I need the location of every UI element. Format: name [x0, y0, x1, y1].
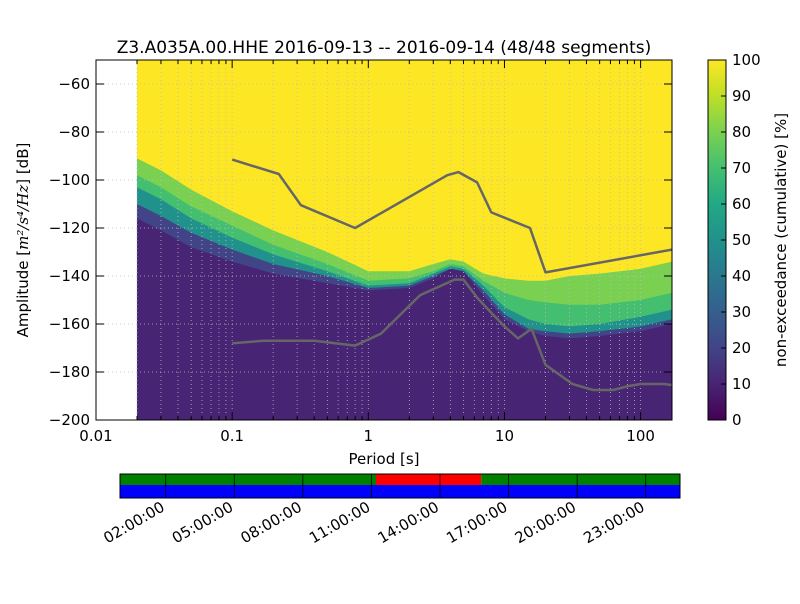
- x-tick-label: 100: [626, 427, 655, 445]
- timeline-segment-top: [376, 474, 482, 485]
- x-axis-label: Period [s]: [348, 450, 419, 468]
- timeline-bars: [120, 474, 680, 498]
- timeline-tick-label: 11:00:00: [306, 498, 373, 547]
- y-tick-label: −160: [49, 315, 90, 333]
- timeline-segment-bottom: [120, 485, 680, 498]
- colorbar-tick-label: 20: [732, 339, 751, 357]
- chart-title: Z3.A035A.00.HHE 2016-09-13 -- 2016-09-14…: [117, 38, 652, 58]
- colorbar-tick-label: 10: [732, 375, 751, 393]
- colorbar-tick-label: 30: [732, 303, 751, 321]
- plot-frame: [95, 59, 673, 421]
- x-tick-label: 0.1: [220, 427, 244, 445]
- x-tick-label: 0.01: [79, 427, 112, 445]
- x-axis-ticks: 0.01 0.1 1 10 100: [79, 60, 655, 445]
- colorbar-label: non-exceedance (cumulative) [%]: [772, 113, 790, 367]
- colorbar-ticks: 0 10 20 30 40 50 60 70 80 90 100: [721, 51, 761, 429]
- x-tick-label: 10: [495, 427, 514, 445]
- grid-lines: [96, 60, 672, 420]
- heatmap-layers: [136, 60, 672, 420]
- y-tick-label: −60: [58, 75, 90, 93]
- timeline-tick-label: 02:00:00: [100, 498, 167, 547]
- y-tick-label: −180: [49, 363, 90, 381]
- y-tick-label: −120: [49, 219, 90, 237]
- y-axis-ticks: −60 −80 −100 −120 −140 −160 −180 −200: [49, 75, 672, 429]
- y-axis-label: Amplitude [m²/s⁴/Hz] [dB]: [14, 143, 32, 338]
- colorbar-gradient: [708, 60, 726, 420]
- timeline-tick-label: 05:00:00: [169, 498, 236, 547]
- timeline-frame: [119, 473, 681, 499]
- heatmap-band-10: [136, 218, 672, 420]
- colorbar-tick-label: 40: [732, 267, 751, 285]
- y-tick-label: −100: [49, 171, 90, 189]
- plot-area: 0.01 0.1 1 10 100 −60 −80 −100 −120 −140 −160 −180…: [49, 59, 673, 445]
- reference-curves: [231, 158, 672, 392]
- y-tick-label: −200: [49, 411, 90, 429]
- timeline-tick-label: 08:00:00: [238, 498, 305, 547]
- colorbar-tick-label: 100: [732, 51, 761, 69]
- colorbar: 0 10 20 30 40 50 60 70 80 90 100 non-exceedance (c…: [707, 51, 790, 429]
- timeline-tick-label: 17:00:00: [443, 498, 510, 547]
- timeline-tick-label: 14:00:00: [375, 498, 442, 547]
- colorbar-tick-label: 50: [732, 231, 751, 249]
- timeline-segment-top: [120, 474, 376, 485]
- colorbar-tick-label: 70: [732, 159, 751, 177]
- colorbar-tick-label: 80: [732, 123, 751, 141]
- timeline-tick-label: 20:00:00: [512, 498, 579, 547]
- timeline-segment-top: [481, 474, 680, 485]
- x-tick-label: 1: [364, 427, 374, 445]
- low-noise-model-line: [232, 278, 672, 392]
- y-tick-label: −140: [49, 267, 90, 285]
- colorbar-tick-label: 0: [732, 411, 742, 429]
- data-coverage-timeline: 02:00:00 05:00:00 08:00:00 11:00:00 14:00:00…: [100, 473, 681, 547]
- timeline-tick-label: 23:00:00: [580, 498, 647, 547]
- high-noise-model-line: [231, 158, 672, 274]
- colorbar-tick-label: 90: [732, 87, 751, 105]
- colorbar-tick-label: 60: [732, 195, 751, 213]
- y-tick-label: −80: [58, 123, 90, 141]
